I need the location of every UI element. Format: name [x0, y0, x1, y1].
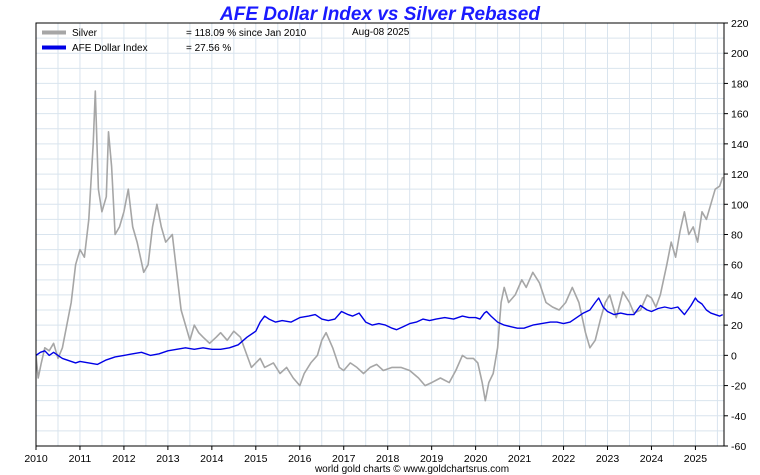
series-group	[36, 90, 724, 402]
y-tick-label: 0	[731, 350, 737, 362]
afe-dollar-index-line	[36, 297, 724, 366]
y-tick-label: 40	[731, 290, 743, 302]
y-tick-label: 60	[731, 260, 743, 272]
y-tick-label: 220	[731, 18, 749, 30]
x-tick-label: 2012	[112, 453, 136, 465]
y-axis: -60 -40 -20 0 20 40 60 80 100 120 140 160 180 200 220	[724, 18, 749, 453]
x-tick-label: 2014	[200, 453, 224, 465]
y-tick-label: 160	[731, 109, 749, 121]
y-tick-label: 80	[731, 230, 743, 242]
credit-footer: world gold charts © www.goldchartsrus.co…	[314, 464, 509, 475]
legend-label-silver: Silver	[72, 28, 98, 39]
x-tick-label: 2015	[244, 453, 268, 465]
y-tick-label: 20	[731, 320, 743, 332]
x-tick-label: 2019	[420, 453, 444, 465]
legend-value-afe: = 27.56 %	[186, 43, 231, 54]
x-tick-label: 2011	[69, 453, 92, 465]
y-tick-label: 140	[731, 139, 749, 151]
x-tick-label: 2022	[552, 453, 576, 465]
date-label: Aug-08 2025	[352, 27, 410, 38]
x-tick-label: 2023	[596, 453, 620, 465]
x-tick-label: 2018	[376, 453, 400, 465]
y-tick-label: -60	[731, 441, 746, 453]
x-tick-label: 2016	[288, 453, 312, 465]
chart-title: AFE Dollar Index vs Silver Rebased	[219, 4, 540, 25]
x-tick-label: 2025	[684, 453, 708, 465]
legend-label-afe: AFE Dollar Index	[72, 43, 148, 54]
y-tick-label: 200	[731, 48, 749, 60]
legend-value-silver: = 118.09 % since Jan 2010	[186, 28, 307, 39]
x-tick-label: 2013	[156, 453, 180, 465]
y-tick-label: 100	[731, 199, 749, 211]
x-tick-label: 2020	[464, 453, 488, 465]
y-tick-label: 120	[731, 169, 749, 181]
x-tick-label: 2010	[24, 453, 48, 465]
y-tick-label: 180	[731, 78, 749, 90]
x-axis: 2010 2011 2012 2013 2014 2015 2016 2017 2018 2019…	[24, 446, 707, 465]
y-tick-label: -20	[731, 381, 746, 393]
y-tick-label: -40	[731, 411, 746, 423]
x-tick-label: 2017	[332, 453, 356, 465]
x-tick-label: 2021	[508, 453, 532, 465]
x-tick-label: 2024	[640, 453, 664, 465]
